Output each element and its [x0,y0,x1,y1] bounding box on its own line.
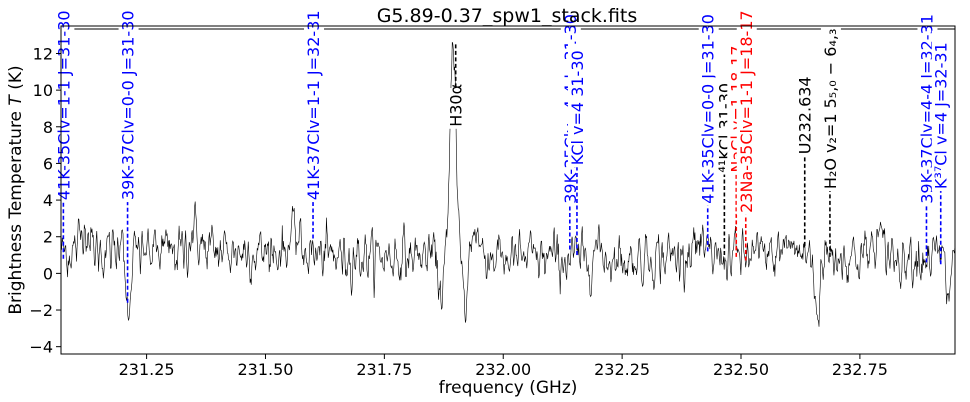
marker-label: 41K-37Clv=1-1 J=32-31 [304,10,323,200]
marker-label: 39K-37Clv=0-0 J=31-30 [119,10,138,200]
marker-label: U232.634 [796,76,815,154]
marker-label-group: U232.634 [795,76,816,157]
marker-label-group: 41K-37Clv=1-1 J=32-31 [304,4,325,203]
chart-title: G5.89-0.37_spw1_stack.fits [377,5,638,27]
x-tick-label: 232.50 [713,360,769,379]
spectrum-line [60,41,956,327]
y-tick-label: 2 [43,228,53,247]
marker-label-bg [736,8,757,215]
marker-label: 41K-35Clv=1-1 J=31-30 [54,10,73,200]
marker-label-group: 23Na-35Clv=1-1 J=18-17 [736,8,757,215]
marker-label-bg [820,3,841,192]
y-tick-label: 4 [43,191,53,210]
marker-label-bg [931,30,952,192]
x-tick-label: 231.75 [356,360,412,379]
y-axis-label: Brightness Temperature T (K) [6,65,26,314]
marker-label-group: 39K-37Clv=0-0 J=31-30 [118,4,139,203]
y-tick-label: 8 [43,118,53,137]
marker-label: H₂O v₂=1 5₅,₀ − 6₄,₃ [821,29,840,189]
y-tick-label: 0 [43,264,53,283]
y-tick-label: 10 [33,81,53,100]
marker-label-bg [698,8,719,206]
marker-label-group: H₂O v₂=1 5₅,₀ − 6₄,₃ [820,3,841,192]
plot-frame [60,25,956,355]
marker-label-group: H30α [446,84,467,129]
marker-label: KCl v=4 31-30 [568,50,587,165]
marker-label-bg [304,4,325,203]
x-tick-label: 231.25 [119,360,175,379]
y-tick-label: 6 [43,154,53,173]
spectrum-group [60,41,956,327]
marker-label-bg [446,87,467,129]
marker-label: 39K-37Clv=4-4 J=32-31 [917,14,936,204]
marker-label-bg [54,4,75,203]
marker-label: K³⁷Cl v=4 J=32-31 [932,42,951,189]
x-ticks-group: 231.25 231.50 231.75 232.00 232.25 232.50 232.… [119,354,888,379]
marker-label-group: 41K-35Clv=0-0 J=31-30 [698,8,719,206]
marker-label-bg [795,78,816,157]
marker-label-bg [118,4,139,203]
marker-label: H30α [447,84,466,127]
x-axis-label: frequency (GHz) [439,378,578,398]
marker-label: 23Na-35Clv=1-1 J=18-17 [737,10,756,213]
line-markers-group: 41K-35Clv=1-1 J=31-30 39K-37Clv=0-0 J=31-… [54,3,955,303]
marker-label-group: 41K-35Clv=1-1 J=31-30 [54,4,75,203]
x-tick-label: 232.25 [594,360,650,379]
marker-label-group: K³⁷Cl v=4 J=32-31 [931,30,952,192]
marker-label: 41K-35Clv=0-0 J=31-30 [699,14,718,204]
y-tick-label: −2 [29,301,53,320]
x-tick-label: 231.50 [237,360,293,379]
marker-label-bg [567,43,588,168]
marker-label-group: KCl v=4 31-30 [567,43,588,168]
x-tick-label: 232.75 [832,360,888,379]
y-tick-label: 12 [33,44,53,63]
y-ticks-group: −4 −2 0 2 4 6 8 10 12 [29,44,61,357]
y-tick-label: −4 [29,338,53,357]
x-tick-label: 232.00 [475,360,531,379]
